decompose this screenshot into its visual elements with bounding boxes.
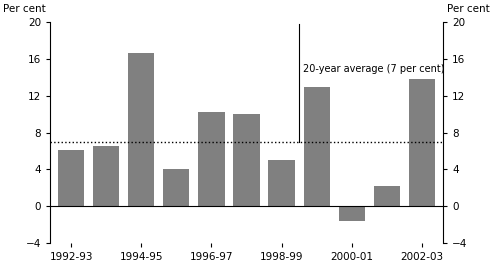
Bar — [409, 79, 435, 206]
Bar — [93, 146, 119, 206]
Bar — [304, 87, 330, 206]
Bar — [163, 169, 189, 206]
Bar — [198, 112, 225, 206]
Bar — [339, 206, 365, 221]
Bar — [268, 160, 295, 206]
Bar — [128, 53, 154, 206]
Bar — [374, 186, 400, 206]
Text: 20-year average (7 per cent): 20-year average (7 per cent) — [303, 64, 444, 74]
Bar — [58, 150, 84, 206]
Bar — [233, 114, 260, 206]
Text: Per cent: Per cent — [3, 3, 46, 14]
Text: Per cent: Per cent — [447, 3, 490, 14]
